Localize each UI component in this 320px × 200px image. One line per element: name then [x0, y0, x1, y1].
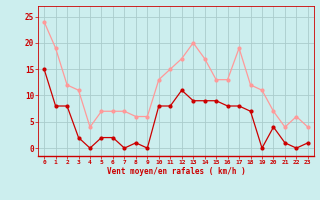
X-axis label: Vent moyen/en rafales ( km/h ): Vent moyen/en rafales ( km/h )	[107, 167, 245, 176]
